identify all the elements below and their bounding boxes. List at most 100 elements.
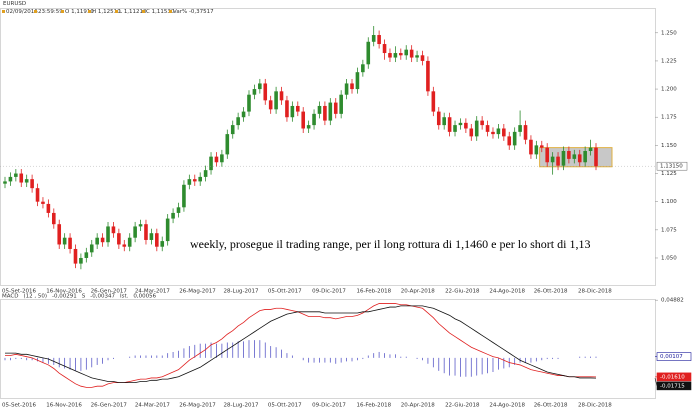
- candle-body: [317, 105, 322, 114]
- header-item: O 1,11910: [65, 9, 94, 15]
- candle-body: [420, 55, 425, 61]
- macd-line: [5, 303, 597, 388]
- candle-body: [133, 226, 137, 238]
- x-tick-label: 26-Ott-2018: [534, 289, 568, 295]
- y-tick-label: 1.125: [661, 171, 677, 177]
- candle-body: [350, 83, 354, 90]
- candle-body: [312, 113, 316, 126]
- candle-body: [539, 145, 544, 148]
- candle-body: [485, 125, 490, 132]
- candle-body: [171, 212, 175, 219]
- tag-label: 0,00107: [660, 354, 683, 360]
- macd-line: [5, 305, 597, 384]
- x-tick-label: 20-Apr-2018: [401, 289, 436, 295]
- candle-body: [127, 237, 132, 247]
- macd-legend: -0,00347: [90, 294, 115, 300]
- candle-body: [295, 105, 300, 112]
- macd-legend: (12 , 50): [24, 294, 48, 300]
- candle-body: [187, 179, 192, 185]
- symbol: EURUSD: [3, 1, 26, 7]
- y-tick-label: 0,04882: [661, 298, 684, 304]
- candle-body: [545, 147, 550, 163]
- last-price-label: 1,13150: [660, 164, 683, 170]
- y-tick-label: 1.225: [661, 58, 677, 64]
- macd-legend: 0,00056: [133, 294, 156, 300]
- candle-body: [572, 154, 577, 159]
- candle-body: [447, 117, 452, 132]
- candle-body: [409, 49, 414, 58]
- candle-body: [464, 122, 468, 129]
- x-tick-label: 28-Dic-2018: [578, 289, 612, 295]
- candle-body: [95, 237, 99, 245]
- candle-body: [247, 94, 251, 112]
- marker: [61, 10, 64, 13]
- candle-body: [57, 224, 62, 245]
- candle-body: [165, 218, 170, 242]
- candle-body: [41, 201, 45, 204]
- candle-body: [534, 145, 539, 155]
- candle-body: [160, 241, 165, 247]
- candle-body: [502, 128, 506, 137]
- header-item: H 1,12510: [92, 9, 121, 15]
- candle-body: [328, 102, 333, 121]
- header-item: 02/09/2016: [6, 9, 38, 15]
- candle-body: [220, 154, 224, 163]
- candle-body: [51, 212, 56, 225]
- x-tick-label: 05-Ott-2017: [268, 403, 302, 409]
- header-item: Var% -0,37517: [173, 9, 214, 15]
- candle-body: [62, 237, 67, 245]
- candle-body: [274, 91, 278, 110]
- x-tick-label: 05-Ott-2017: [268, 289, 302, 295]
- candle-body: [225, 134, 230, 155]
- last-price-box: [656, 161, 688, 171]
- candle-body: [567, 151, 571, 159]
- candle-body: [442, 117, 446, 126]
- candle-body: [301, 111, 306, 129]
- candle-body: [458, 122, 463, 126]
- candle-body: [73, 248, 78, 264]
- x-tick-label: 24-Mar-2017: [135, 403, 170, 409]
- candle-body: [382, 44, 387, 54]
- candle-body: [68, 237, 72, 249]
- candle-body: [230, 125, 235, 135]
- candle-body: [149, 233, 154, 240]
- candle-body: [241, 111, 246, 118]
- candle-body: [8, 176, 13, 182]
- x-tick-label: 28-Lug-2017: [224, 289, 259, 295]
- candle-body: [285, 100, 289, 118]
- candle-body: [155, 233, 159, 247]
- candle-body: [323, 105, 327, 121]
- candle-body: [523, 125, 528, 140]
- candle-body: [529, 139, 533, 155]
- annotation: weekly, prosegue il trading range, per i…: [190, 237, 590, 251]
- candle-body: [306, 125, 311, 129]
- y-tick-label: 1.075: [661, 227, 677, 233]
- candle-body: [19, 173, 24, 183]
- candle-body: [46, 203, 51, 213]
- marker: [115, 10, 118, 13]
- candle-body: [426, 60, 430, 92]
- candle-body: [138, 224, 143, 227]
- candle-body: [79, 257, 83, 264]
- marker: [169, 10, 172, 13]
- candle-body: [366, 41, 371, 65]
- x-tick-label: 05-Set-2016: [2, 403, 36, 409]
- marker: [2, 10, 5, 13]
- candle-body: [176, 207, 181, 213]
- candle-body: [30, 179, 34, 189]
- candle-body: [111, 226, 116, 234]
- candle-body: [371, 35, 376, 42]
- candle-body: [496, 128, 501, 135]
- candle-body: [550, 156, 555, 163]
- candle-body: [117, 233, 121, 245]
- x-tick-label: 24-Ago-2018: [489, 403, 525, 409]
- candle-body: [453, 125, 457, 132]
- candle-body: [583, 151, 587, 163]
- y-tick-label: 1.175: [661, 115, 677, 121]
- y-tick-label: 1.250: [661, 30, 677, 36]
- candle-body: [431, 91, 436, 112]
- x-tick-label: 22-Giu-2018: [445, 403, 480, 409]
- x-tick-label: 09-Dic-2017: [312, 403, 346, 409]
